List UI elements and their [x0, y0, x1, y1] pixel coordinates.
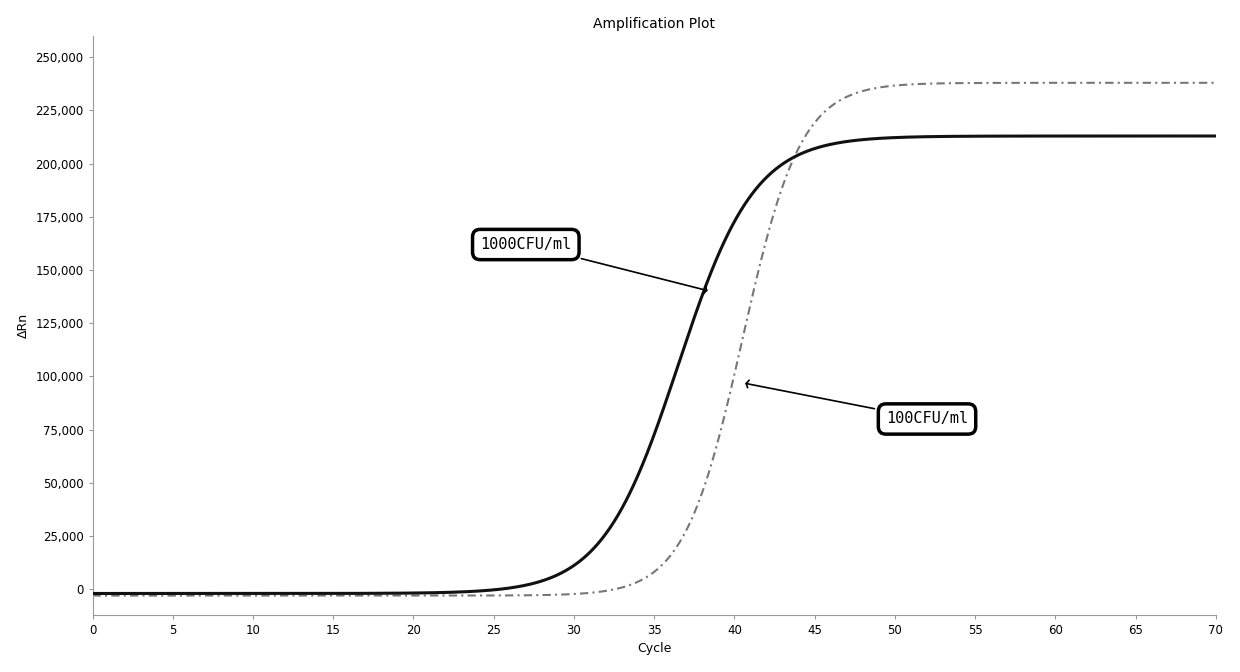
Text: 1000CFU/ml: 1000CFU/ml [480, 237, 707, 294]
Title: Amplification Plot: Amplification Plot [593, 17, 715, 31]
X-axis label: Cycle: Cycle [637, 642, 671, 655]
Y-axis label: ΔRn: ΔRn [16, 312, 30, 338]
Text: 100CFU/ml: 100CFU/ml [746, 380, 968, 427]
